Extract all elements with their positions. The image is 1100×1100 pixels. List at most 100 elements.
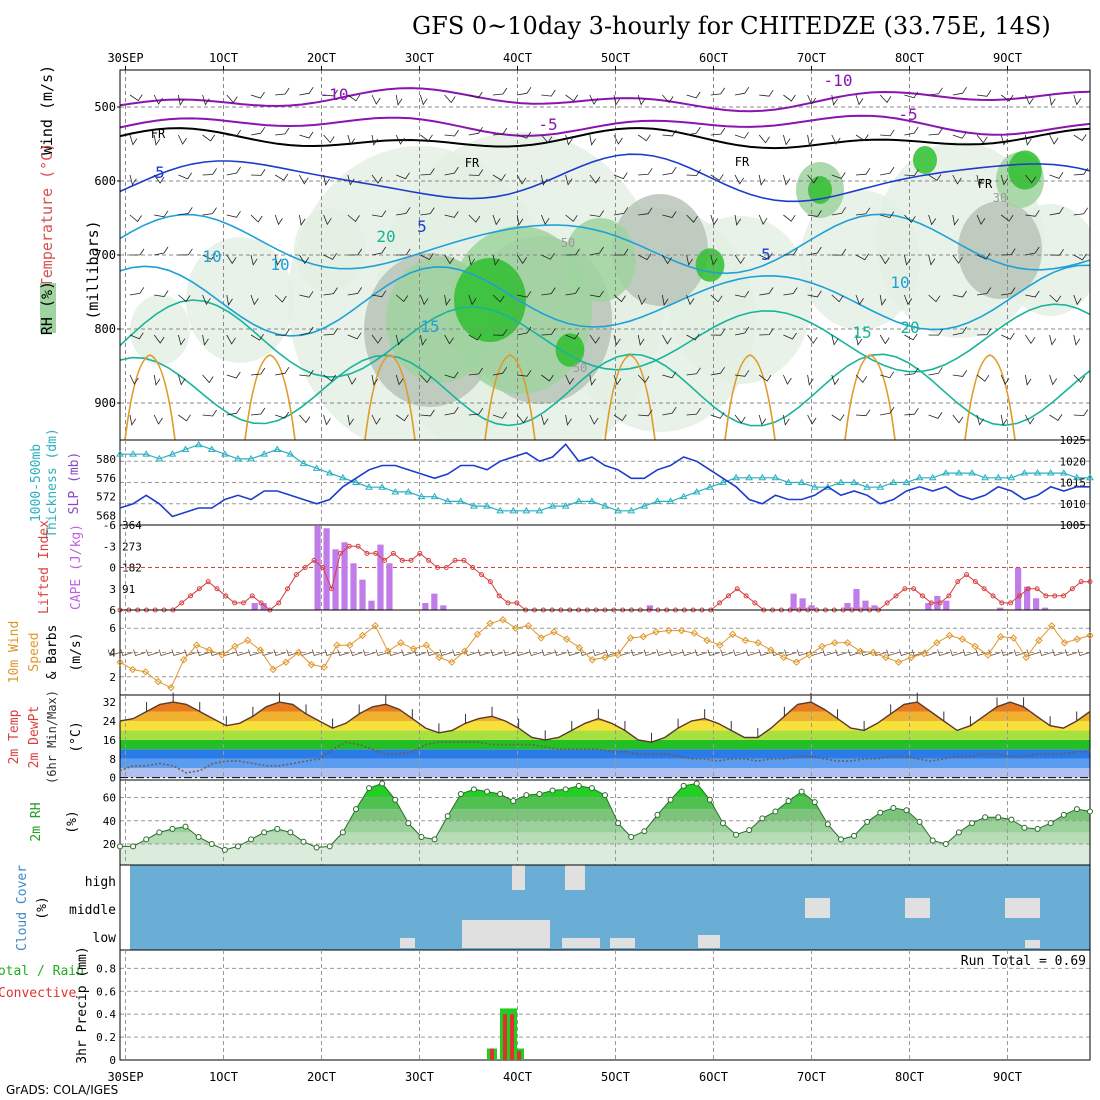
thickness-point (181, 445, 190, 452)
wind-barb (129, 214, 142, 223)
wind10-point (690, 629, 699, 637)
rh-band (120, 844, 1090, 865)
contour-label: -10 (320, 85, 349, 104)
minmax-label: (6hr Min/Max) (45, 690, 59, 784)
wind-barb (395, 294, 409, 303)
wind10-point (435, 653, 443, 662)
cape-bar (332, 549, 339, 610)
li-point (355, 543, 361, 549)
wind10-point (1009, 634, 1018, 642)
wind-barb (517, 131, 532, 139)
wind-barb (347, 414, 354, 426)
wind-barb (1025, 414, 1035, 425)
wind-barb (250, 294, 259, 306)
wind10-barb (898, 649, 912, 656)
thickness-point (981, 473, 990, 481)
wind-barb (202, 374, 214, 384)
wind-barb (880, 371, 895, 379)
ua-temp-label: Temperature (°C) (38, 143, 56, 288)
rh-shade (612, 194, 708, 306)
rh-left-tick: 60 (103, 791, 116, 804)
wind10-label-4: (m/s) (69, 632, 84, 671)
wind-barb (807, 374, 814, 386)
wind-barb (1000, 94, 1014, 102)
temp-band (120, 768, 1090, 778)
wind10-point (397, 639, 405, 647)
wind10-point (294, 648, 303, 657)
wind10-point (524, 622, 533, 630)
wind-barb (1025, 94, 1034, 105)
wind-barb (589, 334, 600, 344)
rh-point (654, 811, 661, 818)
wind-barb (516, 214, 524, 226)
cloud-row-label: middle (69, 903, 116, 918)
wind-barb (807, 134, 814, 146)
wind-barb (492, 329, 508, 336)
li-left-tick: 0 (109, 562, 116, 575)
wind-barb (541, 414, 549, 426)
wind10-barb (579, 649, 593, 656)
wind-barb (855, 207, 871, 216)
wind-barb (226, 166, 241, 176)
wind-barb (1001, 332, 1015, 340)
temp-contour (120, 127, 1090, 150)
li-point (981, 586, 987, 592)
wind-barb (492, 214, 501, 226)
wind10-point (677, 626, 686, 635)
contour-label: 30 (993, 191, 1007, 205)
precip-conv-bar (517, 1050, 521, 1060)
wind-barb (371, 334, 383, 344)
wind10-point (728, 630, 737, 638)
wind-barb (299, 131, 314, 139)
wind-barb (395, 94, 403, 106)
rh-shade (564, 218, 636, 302)
rh-point (379, 780, 386, 787)
page-title: GFS 0~10day 3-hourly for CHITEDZE (33.75… (412, 12, 1051, 40)
wind-barb (468, 407, 484, 416)
wind-barb (250, 126, 266, 136)
wind10-point (933, 639, 941, 647)
wind-barb (1000, 134, 1009, 146)
wind10-barb (375, 649, 389, 656)
cloud-unit-label: (%) (35, 896, 50, 919)
wind-barb (613, 294, 626, 303)
wind-barb (952, 174, 962, 185)
cloud-background (130, 865, 1090, 950)
wind-barb (468, 294, 477, 306)
wind-barb (783, 414, 790, 426)
li-point (214, 586, 220, 592)
wind-barb (928, 412, 943, 419)
cape-bar (943, 600, 950, 610)
contour-label: 5 (417, 217, 427, 236)
wind10-point (154, 677, 162, 686)
contour-label: 5 (761, 245, 771, 264)
wind-barb (202, 253, 216, 260)
wind10-barb (362, 649, 376, 656)
li-point (179, 600, 185, 606)
rh-point (628, 834, 635, 841)
wind-barb (178, 207, 193, 216)
wind-barb (734, 174, 745, 185)
wind10-barb (158, 649, 172, 656)
wind-barb (686, 91, 701, 99)
thickness-point (116, 450, 124, 457)
li-point (505, 600, 511, 606)
wind10-point (1035, 636, 1043, 645)
wind10-point (269, 665, 277, 674)
wind10-barb (1052, 649, 1065, 656)
wind-barb (274, 173, 289, 181)
wind-barb (541, 89, 556, 97)
wind-barb (420, 168, 435, 176)
wind-barb (468, 126, 483, 136)
temp-contour (120, 153, 1090, 203)
thickness-point (443, 497, 452, 504)
precip-left-tick: 0.2 (96, 1031, 116, 1044)
wind10-point (256, 646, 265, 654)
wind-barb (855, 334, 863, 346)
wind-barb (299, 86, 314, 96)
wind-barb (323, 328, 338, 336)
wind10-point (754, 639, 762, 647)
wind-barb (1025, 174, 1037, 184)
bottom-day-label: 5OCT (601, 1070, 630, 1084)
